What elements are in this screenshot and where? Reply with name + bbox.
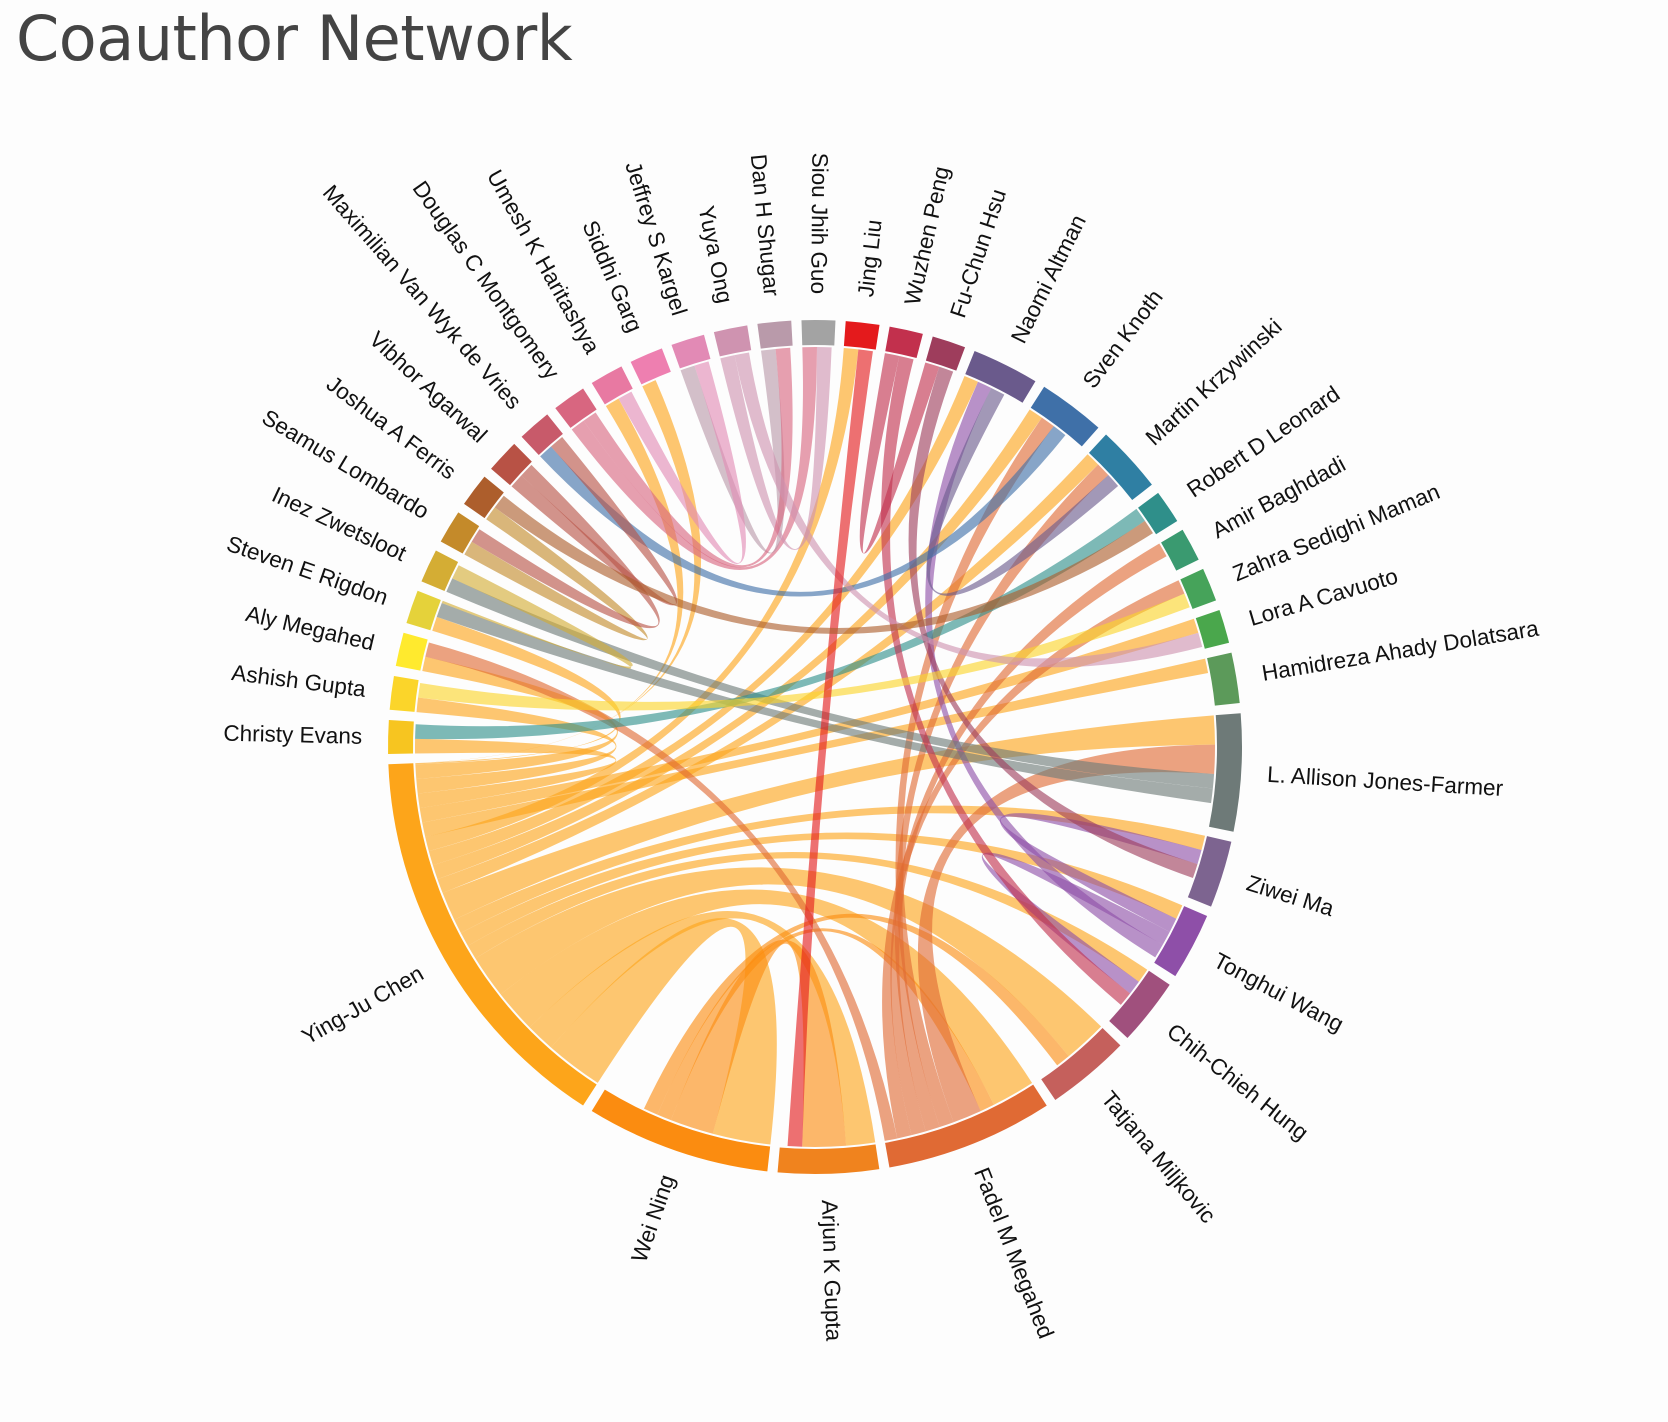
label-wei-ning: Wei Ning <box>626 1171 679 1265</box>
label-wuzhen-peng: Wuzhen Peng <box>900 164 955 307</box>
label-ying-ju-chen: Ying-Ju Chen <box>298 961 428 1050</box>
ribbon-ying-ju-chen-ziwei-ma[interactable] <box>454 805 1206 933</box>
ribbon-ying-ju-chen-steven-e-rigdon[interactable] <box>415 616 621 765</box>
ribbon-ashish-gupta-zahra-sedighi-maman[interactable] <box>418 593 1190 711</box>
arc-lora-a-cavuoto[interactable] <box>1195 610 1230 649</box>
arc-seamus-lombardo[interactable] <box>440 512 480 554</box>
label-l-allison-jones-farmer: L. Allison Jones-Farmer <box>1266 762 1504 801</box>
arc-yuya-ong[interactable] <box>713 325 752 357</box>
ribbon-fadel-m-megahed-martin-krzywinski[interactable] <box>894 464 1109 1132</box>
ribbon-ying-ju-chen-chih-chieh-hung[interactable] <box>467 852 1148 982</box>
arc-tonghui-wang[interactable] <box>1154 906 1208 977</box>
arc-chih-chieh-hung[interactable] <box>1109 970 1170 1039</box>
arc-l-allison-jones-farmer[interactable] <box>1209 713 1242 832</box>
arc-tatjana-miljkovic[interactable] <box>1041 1027 1121 1100</box>
arc-sven-knoth[interactable] <box>1030 386 1099 447</box>
ribbon-seamus-lombardo-joshua-a-ferris[interactable] <box>464 507 648 641</box>
ribbon-dan-h-shugar-jeffrey-s-kargel[interactable] <box>680 348 785 554</box>
arc-martin-krzywinski[interactable] <box>1088 434 1152 501</box>
label-dan-h-shugar: Dan H Shugar <box>746 153 785 298</box>
ribbon-wei-ning-tatjana-miljkovic[interactable] <box>643 913 1069 1115</box>
ribbon-tonghui-wang-ziwei-ma[interactable] <box>999 813 1202 932</box>
ribbon-robert-d-leonard-christy-evans[interactable] <box>415 508 1145 740</box>
arc-amir-baghdadi[interactable] <box>1161 529 1199 571</box>
node-arcs <box>388 319 1242 1174</box>
ribbon-fu-chun-hsu-ziwei-ma[interactable] <box>908 366 1198 879</box>
arc-steven-e-rigdon[interactable] <box>406 590 441 631</box>
arc-ziwei-ma[interactable] <box>1187 836 1232 907</box>
label-fadel-m-megahed: Fadel M Megahed <box>969 1164 1059 1342</box>
label-ashish-gupta: Ashish Gupta <box>230 660 368 702</box>
label-fu-chun-hsu: Fu-Chun Hsu <box>945 186 1011 321</box>
ribbon-ying-ju-chen-wei-ning[interactable] <box>551 918 777 1145</box>
ribbon-ying-ju-chen-ashish-gupta[interactable] <box>416 697 617 794</box>
label-arjun-k-gupta: Arjun K Gupta <box>817 1199 846 1342</box>
arc-wei-ning[interactable] <box>591 1089 771 1172</box>
label-aly-megahed: Aly Megahed <box>243 601 377 655</box>
label-yuya-ong: Yuya Ong <box>694 204 738 306</box>
ribbon-ying-ju-chen-lora-a-cavuoto[interactable] <box>419 618 1199 823</box>
label-christy-evans: Christy Evans <box>223 721 362 749</box>
ribbon-ying-ju-chen-hamidreza-ahady-dolatsara[interactable] <box>422 658 1209 837</box>
label-hamidreza-ahady-dolatsara: Hamidreza Ahady Dolatsara <box>1260 616 1541 686</box>
arc-ying-ju-chen[interactable] <box>388 763 597 1106</box>
ribbon-sven-knoth-maximilian-van-wyk-de-vries[interactable] <box>540 426 1066 597</box>
arc-jeffrey-s-kargel[interactable] <box>671 334 711 369</box>
arc-jing-liu[interactable] <box>843 321 880 350</box>
ribbon-jeffrey-s-kargel-umesh-k-haritashya[interactable] <box>618 361 746 564</box>
ribbon-ying-ju-chen-tatjana-miljkovic[interactable] <box>475 867 1102 1057</box>
arc-zahra-sedighi-maman[interactable] <box>1180 568 1217 609</box>
ribbon-wuzhen-peng-chih-chieh-hung[interactable] <box>881 355 1131 1005</box>
arc-siou-jhih-guo[interactable] <box>801 319 836 346</box>
label-tonghui-wang: Tonghui Wang <box>1210 948 1348 1037</box>
arc-naomi-altman[interactable] <box>965 350 1036 403</box>
ribbon-jing-liu-arjun-k-gupta[interactable] <box>787 349 873 1147</box>
label-naomi-altman: Naomi Altman <box>1006 211 1091 347</box>
label-chih-chieh-hung: Chih-Chieh Hung <box>1162 1019 1313 1146</box>
ribbon-l-allison-jones-farmer-inez-zwetsloot[interactable] <box>446 578 1215 789</box>
arc-christy-evans[interactable] <box>388 719 414 754</box>
ribbon-yuya-ong-lora-a-cavuoto[interactable] <box>734 352 1203 668</box>
ribbon-fadel-m-megahed-l-allison-jones-farmer[interactable] <box>917 744 1215 1123</box>
arc-joshua-a-ferris[interactable] <box>464 476 504 519</box>
arc-maximilian-van-wyk-de-vries[interactable] <box>521 414 563 455</box>
label-tatjana-miljkovic: Tatjana Miljkovic <box>1096 1086 1220 1228</box>
arc-fadel-m-megahed[interactable] <box>885 1084 1047 1168</box>
arc-vibhor-agarwal[interactable] <box>491 443 532 486</box>
chord-ribbons <box>414 346 1215 1147</box>
ribbon-tonghui-wang-chih-chieh-hung[interactable] <box>981 852 1170 994</box>
arc-siddhi-garg[interactable] <box>630 348 671 385</box>
arc-dan-h-shugar[interactable] <box>757 320 793 349</box>
arc-hamidreza-ahady-dolatsara[interactable] <box>1207 652 1240 706</box>
arc-ashish-gupta[interactable] <box>389 675 419 712</box>
arc-inez-zwetsloot[interactable] <box>421 550 459 592</box>
arc-aly-megahed[interactable] <box>395 632 428 671</box>
label-jing-liu: Jing Liu <box>853 218 887 298</box>
label-ziwei-ma: Ziwei Ma <box>1244 870 1338 921</box>
ribbon-l-allison-jones-farmer-steven-e-rigdon[interactable] <box>436 603 1213 804</box>
ribbon-ying-ju-chen-christy-evans[interactable] <box>414 738 617 809</box>
arc-douglas-c-montgomery[interactable] <box>555 388 597 428</box>
arc-umesh-k-haritashya[interactable] <box>591 366 633 405</box>
ribbon-wuzhen-peng-fu-chun-hsu[interactable] <box>859 353 940 554</box>
ribbon-naomi-altman-martin-krzywinski[interactable] <box>926 387 1119 596</box>
arc-wuzhen-peng[interactable] <box>885 326 923 359</box>
label-siou-jhih-guo: Siou Jhih Guo <box>806 153 832 295</box>
ribbon-douglas-c-montgomery-dan-h-shugar[interactable] <box>583 347 793 568</box>
arc-robert-d-leonard[interactable] <box>1138 492 1178 535</box>
ribbon-yuya-ong-siou-jhih-guo[interactable] <box>720 347 832 550</box>
ribbon-inez-zwetsloot-steven-e-rigdon[interactable] <box>441 565 633 669</box>
ribbon-ying-ju-chen-tonghui-wang[interactable] <box>460 832 1183 946</box>
label-sven-knoth: Sven Knoth <box>1078 285 1168 393</box>
ribbon-ying-ju-chen-jing-liu[interactable] <box>425 348 859 852</box>
ribbon-joshua-a-ferris-robert-d-leonard[interactable] <box>494 495 1153 634</box>
arc-fu-chun-hsu[interactable] <box>925 336 966 371</box>
label-umesh-k-haritashya: Umesh K Haritashya <box>482 166 605 359</box>
arc-arjun-k-gupta[interactable] <box>777 1144 880 1174</box>
ribbon-ying-ju-chen-arjun-k-gupta[interactable] <box>529 911 876 1146</box>
ribbon-ying-ju-chen-l-allison-jones-farmer[interactable] <box>442 715 1215 920</box>
page-title: Coauthor Network <box>16 2 573 75</box>
